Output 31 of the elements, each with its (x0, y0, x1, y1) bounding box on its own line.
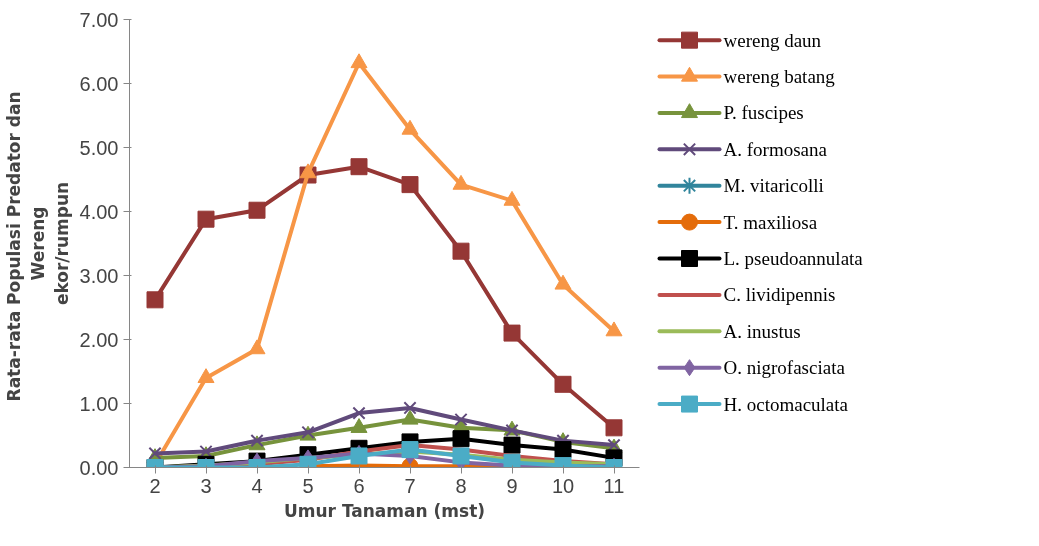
y-tick-label: 2.00 (79, 328, 119, 351)
x-tick-label: 4 (251, 474, 263, 497)
x-tick-label: 9 (506, 474, 518, 497)
x-tick-label: 7 (404, 474, 416, 497)
x-tick-label: 10 (551, 474, 575, 497)
x-axis-title: Umur Tanaman (mst) (283, 500, 486, 521)
legend-label: P. fuscipes (723, 102, 804, 124)
legend-label: A. inustus (723, 320, 801, 342)
y-tick-label: 1.00 (79, 392, 119, 415)
x-tick-label: 8 (455, 474, 467, 497)
legend-label: A. formosana (723, 138, 828, 160)
legend-label: L. pseudoannulata (723, 248, 864, 269)
x-tick-label: 5 (302, 474, 314, 497)
legend-label: C. lividipennis (723, 284, 836, 306)
legend-label: H. octomaculata (723, 393, 849, 415)
y-tick-label: 4.00 (79, 200, 119, 223)
y-tick-label: 5.00 (79, 136, 119, 159)
legend-label: O. nigrofasciata (723, 357, 846, 379)
legend-label: wereng batang (723, 66, 836, 88)
legend-label: T. maxiliosa (723, 211, 818, 233)
x-tick-label: 11 (603, 474, 625, 497)
y-tick-label: 6.00 (79, 72, 119, 95)
y-tick-label: 3.00 (79, 264, 119, 287)
x-tick-label: 6 (353, 474, 365, 497)
x-tick-label: 3 (200, 474, 212, 497)
y-tick-label: 7.00 (79, 8, 119, 31)
y-axis-title: Rata-rata Populasi Predator dan Wereng ekor/rumpun (3, 91, 72, 402)
legend-label: M. vitaricolli (723, 175, 824, 197)
legend-label: wereng daun (723, 29, 822, 51)
y-tick-label: 0.00 (79, 456, 119, 479)
x-tick-label: 2 (149, 474, 161, 497)
